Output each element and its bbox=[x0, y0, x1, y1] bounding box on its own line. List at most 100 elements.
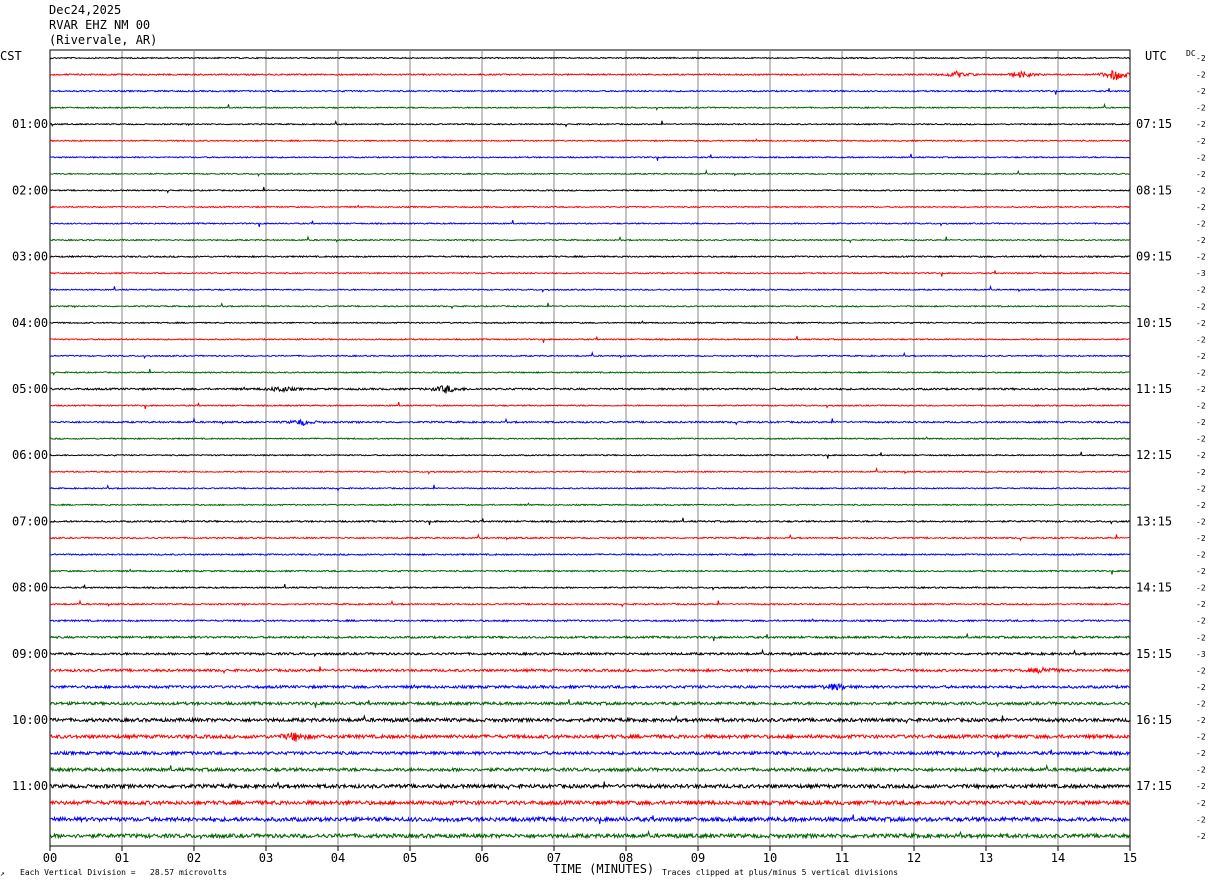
left-hour-label: 03:00 bbox=[12, 250, 48, 264]
x-tick-label: 07 bbox=[547, 851, 561, 865]
trace-line bbox=[49, 368, 1131, 376]
dc-offset-label: -2 bbox=[1196, 87, 1206, 96]
trace-line bbox=[49, 88, 1131, 95]
right-hour-label: 17:15 bbox=[1136, 779, 1172, 793]
plot-frame bbox=[49, 49, 1131, 847]
left-hour-label: 11:00 bbox=[12, 779, 48, 793]
x-tick-label: 09 bbox=[691, 851, 705, 865]
right-hour-label: 09:15 bbox=[1136, 250, 1172, 264]
dc-offset-label: -2 bbox=[1196, 815, 1206, 824]
trace-line bbox=[49, 436, 1131, 441]
trace-line bbox=[49, 102, 1131, 111]
dc-offset-label: -2 bbox=[1196, 534, 1206, 543]
trace-line bbox=[49, 254, 1131, 259]
dc-offset-label: -2 bbox=[1196, 418, 1206, 427]
right-hour-label: 15:15 bbox=[1136, 647, 1172, 661]
dc-offset-label: -2 bbox=[1196, 352, 1206, 361]
x-tick-label: 06 bbox=[475, 851, 489, 865]
dc-offset-label: -2 bbox=[1196, 749, 1206, 758]
x-tick-label: 15 bbox=[1123, 851, 1137, 865]
trace-line bbox=[49, 335, 1131, 343]
dc-offset-label: -2 bbox=[1196, 551, 1206, 560]
dc-offset-label: -2 bbox=[1196, 186, 1206, 195]
left-hour-label: 09:00 bbox=[12, 647, 48, 661]
dc-offset-label: -2 bbox=[1196, 567, 1206, 576]
trace-line bbox=[49, 517, 1131, 526]
x-axis-label: TIME (MINUTES) bbox=[553, 862, 655, 876]
trace-line bbox=[49, 552, 1131, 557]
trace-line bbox=[49, 484, 1131, 492]
header-date: Dec24,2025 bbox=[49, 3, 122, 17]
dc-offset-label: -2 bbox=[1196, 71, 1206, 80]
trace-line bbox=[49, 829, 1131, 840]
dc-offset-label: -2 bbox=[1196, 385, 1206, 394]
left-hour-label: 10:00 bbox=[12, 713, 48, 727]
dc-offset-label: -2 bbox=[1196, 484, 1206, 493]
trace-line bbox=[49, 153, 1131, 161]
left-hour-label: 08:00 bbox=[12, 581, 48, 595]
trace-line bbox=[49, 502, 1131, 507]
dc-offset-label: -2 bbox=[1196, 319, 1206, 328]
dc-offset-label: -2 bbox=[1196, 104, 1206, 113]
dc-offset-label: -2 bbox=[1196, 236, 1206, 245]
x-tick-label: 03 bbox=[259, 851, 273, 865]
dc-offset-label: -2 bbox=[1196, 435, 1206, 444]
trace-line bbox=[49, 583, 1131, 591]
x-tick-label: 12 bbox=[907, 851, 921, 865]
trace-line bbox=[49, 798, 1131, 807]
dc-offset-label: -2 bbox=[1196, 402, 1206, 411]
trace-line bbox=[49, 451, 1131, 459]
right-hour-label: 08:15 bbox=[1136, 183, 1172, 197]
x-tick-label: 00 bbox=[43, 851, 57, 865]
trace-line bbox=[49, 568, 1131, 575]
trace-line bbox=[49, 69, 1131, 81]
dc-offset-label: -2 bbox=[1196, 153, 1206, 162]
left-hour-label: 06:00 bbox=[12, 448, 48, 462]
trace-line bbox=[49, 384, 1131, 394]
dc-offset-label: -2 bbox=[1196, 600, 1206, 609]
right-hour-label: 14:15 bbox=[1136, 581, 1172, 595]
seismic-traces: -2 -2 -2 -2 -2 -2 -2 -2 -2 -2 -2 -2 -2 -3 -2 -2 -2 -2 -2 -2… bbox=[49, 54, 1206, 841]
trace-line bbox=[49, 168, 1131, 178]
trace-line bbox=[49, 633, 1131, 642]
trace-line bbox=[49, 763, 1131, 774]
dc-offset-label: -2 bbox=[1196, 584, 1206, 593]
trace-line bbox=[49, 270, 1131, 277]
trace-line bbox=[49, 402, 1131, 410]
clip-note: Traces clipped at plus/minus 5 vertical … bbox=[662, 868, 899, 877]
x-tick-label: 11 bbox=[835, 851, 849, 865]
trace-line bbox=[49, 749, 1131, 758]
x-tick-label: 08 bbox=[619, 851, 633, 865]
dc-offset-label: -2 bbox=[1196, 782, 1206, 791]
scale-icon: ↗ bbox=[0, 869, 5, 878]
dc-offset-label: -2 bbox=[1196, 617, 1206, 626]
right-timezone-label: UTC bbox=[1145, 49, 1167, 63]
trace-line bbox=[49, 781, 1131, 791]
right-hour-label: 16:15 bbox=[1136, 713, 1172, 727]
dc-offset-label: -2 bbox=[1196, 799, 1206, 808]
trace-line bbox=[49, 235, 1131, 244]
dc-offset-label: -2 bbox=[1196, 517, 1206, 526]
dc-offset-label: -2 bbox=[1196, 766, 1206, 775]
dc-offset-label: -3 bbox=[1196, 650, 1206, 659]
dc-offset-label: -2 bbox=[1196, 733, 1206, 742]
dc-offset-label: -2 bbox=[1196, 501, 1206, 510]
left-hour-label: 04:00 bbox=[12, 316, 48, 330]
right-hour-label: 12:15 bbox=[1136, 448, 1172, 462]
dc-offset-label: -2 bbox=[1196, 302, 1206, 311]
dc-offset-label: -2 bbox=[1196, 170, 1206, 179]
dc-offset-label: -2 bbox=[1196, 335, 1206, 344]
dc-offset-label: -2 bbox=[1196, 286, 1206, 295]
x-tick-label: 04 bbox=[331, 851, 345, 865]
dc-offset-label: -2 bbox=[1196, 468, 1206, 477]
dc-offset-label: -2 bbox=[1196, 633, 1206, 642]
trace-line bbox=[49, 814, 1131, 825]
trace-line bbox=[49, 732, 1131, 742]
trace-line bbox=[49, 666, 1131, 675]
trace-line bbox=[49, 320, 1131, 325]
trace-line bbox=[49, 219, 1131, 228]
dc-offset-label: -2 bbox=[1196, 451, 1206, 460]
vertical-division-note: Each Vertical Division = 28.57 microvolt… bbox=[20, 868, 228, 877]
dc-offset-label: -2 bbox=[1196, 699, 1206, 708]
dc-label: DC bbox=[1186, 49, 1196, 58]
